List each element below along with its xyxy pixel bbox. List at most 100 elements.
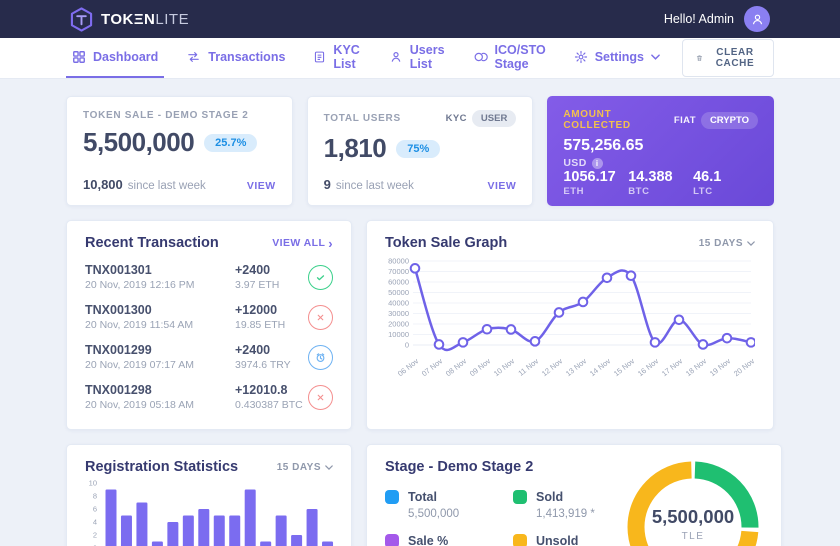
status-rejected-icon[interactable] [308, 384, 333, 410]
total-users-view-link[interactable]: VIEW [487, 180, 517, 192]
svg-text:0: 0 [93, 544, 97, 546]
trash-icon [696, 55, 703, 61]
token-sale-card: TOKEN SALE - DEMO STAGE 2 5,500,000 25.7… [66, 96, 293, 206]
tokenlite-logo-icon [70, 6, 93, 32]
avatar-person-icon [752, 14, 762, 24]
transaction-row[interactable]: TNX001301 20 Nov, 2019 12:16 PM +2400 3.97… [85, 263, 333, 291]
svg-text:20000: 20000 [388, 320, 409, 329]
registration-statistics-card: Registration Statistics 15 DAYS 0 2 4 6 8 10 [66, 444, 352, 546]
main-nav: Dashboard Transactions KYC List Users Li… [0, 38, 840, 79]
nav-label: Users List [409, 43, 445, 71]
delta-suffix: since last week [127, 180, 206, 192]
legend-label: Sold [536, 490, 564, 504]
transaction-crypto-amount: 3.97 ETH [235, 279, 280, 291]
coin-label: BTC [628, 186, 650, 197]
svg-text:40000: 40000 [388, 299, 409, 308]
period-label: 15 DAYS [276, 461, 321, 473]
nav-item-ico-sto-stage[interactable]: ICO/STO Stage [467, 38, 552, 78]
transaction-time: 20 Nov, 2019 05:18 AM [85, 399, 194, 411]
bottom-row: Registration Statistics 15 DAYS 0246810 … [66, 444, 782, 546]
fiat-crypto-toggle: FIAT CRYPTO [673, 111, 758, 129]
transaction-row[interactable]: TNX001300 20 Nov, 2019 11:54 AM +12000 19.… [85, 303, 333, 331]
svg-text:12 Nov: 12 Nov [540, 356, 564, 378]
svg-text:4: 4 [93, 518, 97, 527]
legend-label: Total [408, 490, 437, 504]
user-toggle-option[interactable]: USER [471, 110, 517, 127]
svg-text:50000: 50000 [388, 288, 409, 297]
svg-text:2: 2 [93, 531, 97, 540]
legend-item-sale-percent: Sale % 25.7% Sold [385, 534, 495, 546]
fiat-toggle-option[interactable]: FIAT [673, 114, 696, 126]
line-chart-period-dropdown[interactable]: 15 DAYS [699, 238, 755, 249]
svg-text:11 Nov: 11 Nov [516, 356, 540, 378]
nav-item-kyc-list[interactable]: KYC List [307, 38, 366, 78]
transaction-amount: +2400 [235, 263, 271, 277]
transaction-row[interactable]: TNX001298 20 Nov, 2019 05:18 AM +12010.8 0… [85, 383, 333, 411]
svg-text:10000: 10000 [388, 330, 409, 339]
settings-gear-icon [574, 50, 587, 64]
dropdown-chevron-icon [747, 240, 755, 246]
svg-text:16 Nov: 16 Nov [636, 356, 660, 378]
svg-text:10 Nov: 10 Nov [492, 356, 516, 378]
svg-text:0: 0 [405, 341, 409, 350]
amount-collected-value: 575,256.65 [563, 137, 644, 154]
token-sale-chart: 0 10000 20000 30000 40000 50000 60000 70000 8000… [385, 255, 756, 418]
coin-label: ETH [563, 186, 585, 197]
token-sale-view-link[interactable]: VIEW [246, 180, 276, 192]
transaction-amount: +2400 [235, 343, 271, 357]
top-navbar: TOKΞNLITE Hello! Admin [0, 0, 840, 38]
status-pending-clock-icon[interactable] [308, 344, 333, 370]
registration-statistics-title: Registration Statistics [85, 459, 239, 475]
nav-label: Dashboard [93, 50, 159, 64]
transaction-row[interactable]: TNX001299 20 Nov, 2019 07:17 AM +2400 3974… [85, 343, 333, 371]
token-sale-value: 5,500,000 [83, 127, 195, 157]
transaction-amount: +12000 [235, 303, 278, 317]
legend-item-unsold: Unsold 4,086,082 [513, 534, 623, 546]
clear-cache-button[interactable]: CLEAR CACHE [682, 39, 774, 77]
currency-label: USD [563, 157, 587, 169]
total-users-delta: 9 [323, 177, 331, 192]
logo-text-light: LITE [155, 10, 190, 28]
transaction-time: 20 Nov, 2019 07:17 AM [85, 359, 194, 371]
nav-label: Settings [594, 50, 645, 64]
status-approved-icon[interactable] [308, 264, 333, 290]
nav-item-settings[interactable]: Settings [568, 38, 666, 78]
document-icon [315, 51, 325, 63]
total-users-card: TOTAL USERS KYC USER 1,810 75% 9 since l… [306, 96, 534, 206]
coin-btc: 14.388 BTC [628, 169, 693, 197]
nav-label: ICO/STO Stage [494, 43, 546, 71]
svg-text:09 Nov: 09 Nov [468, 356, 492, 378]
nav-item-transactions[interactable]: Transactions [180, 38, 291, 78]
stats-row: TOKEN SALE - DEMO STAGE 2 5,500,000 25.7… [66, 96, 774, 206]
view-all-label: VIEW ALL [272, 237, 326, 249]
kyc-toggle-option[interactable]: KYC [445, 113, 467, 124]
svg-text:8: 8 [93, 492, 97, 501]
tokenlite-logo[interactable]: TOKΞNLITE [70, 6, 190, 32]
coin-totals: 1056.17 ETH 14.388 BTC 46.1 LTC [563, 169, 758, 197]
info-icon[interactable]: i [591, 157, 603, 169]
svg-text:06 Nov: 06 Nov [396, 356, 420, 378]
svg-text:18 Nov: 18 Nov [684, 356, 708, 378]
amount-collected-card: AMOUNT COLLECTED FIAT CRYPTO 575,256.65 … [547, 96, 774, 206]
svg-text:17 Nov: 17 Nov [660, 356, 684, 378]
legend-value: 1,413,919 * [536, 508, 595, 520]
recent-transactions-title: Recent Transaction [85, 235, 219, 251]
view-all-link[interactable]: VIEW ALL › [272, 237, 333, 250]
nav-item-dashboard[interactable]: Dashboard [66, 38, 165, 78]
coin-value: 14.388 [628, 169, 673, 185]
recent-transactions-card: Recent Transaction VIEW ALL › TNX001301 20… [66, 220, 352, 430]
status-rejected-icon[interactable] [308, 304, 333, 330]
grid-icon [73, 51, 85, 63]
clear-cache-label: CLEAR CACHE [715, 47, 755, 69]
user-avatar[interactable] [744, 6, 770, 32]
stage-legend: Total 5,500,000 Sold 1,413,919 * Sale % … [385, 490, 623, 546]
legend-swatch-unsold [513, 534, 527, 546]
view-all-chevron-icon: › [328, 235, 333, 251]
nav-item-users-list[interactable]: Users List [383, 38, 451, 78]
token-sale-graph-card: Token Sale Graph 15 DAYS 0 10000 20000 3000… [366, 220, 774, 430]
transaction-crypto-amount: 0.430387 BTC [235, 399, 303, 411]
coin-value: 46.1 [693, 169, 722, 185]
nav-label: KYC List [333, 43, 360, 71]
crypto-toggle-option[interactable]: CRYPTO [700, 111, 758, 129]
bar-chart-period-dropdown[interactable]: 15 DAYS [277, 462, 333, 473]
